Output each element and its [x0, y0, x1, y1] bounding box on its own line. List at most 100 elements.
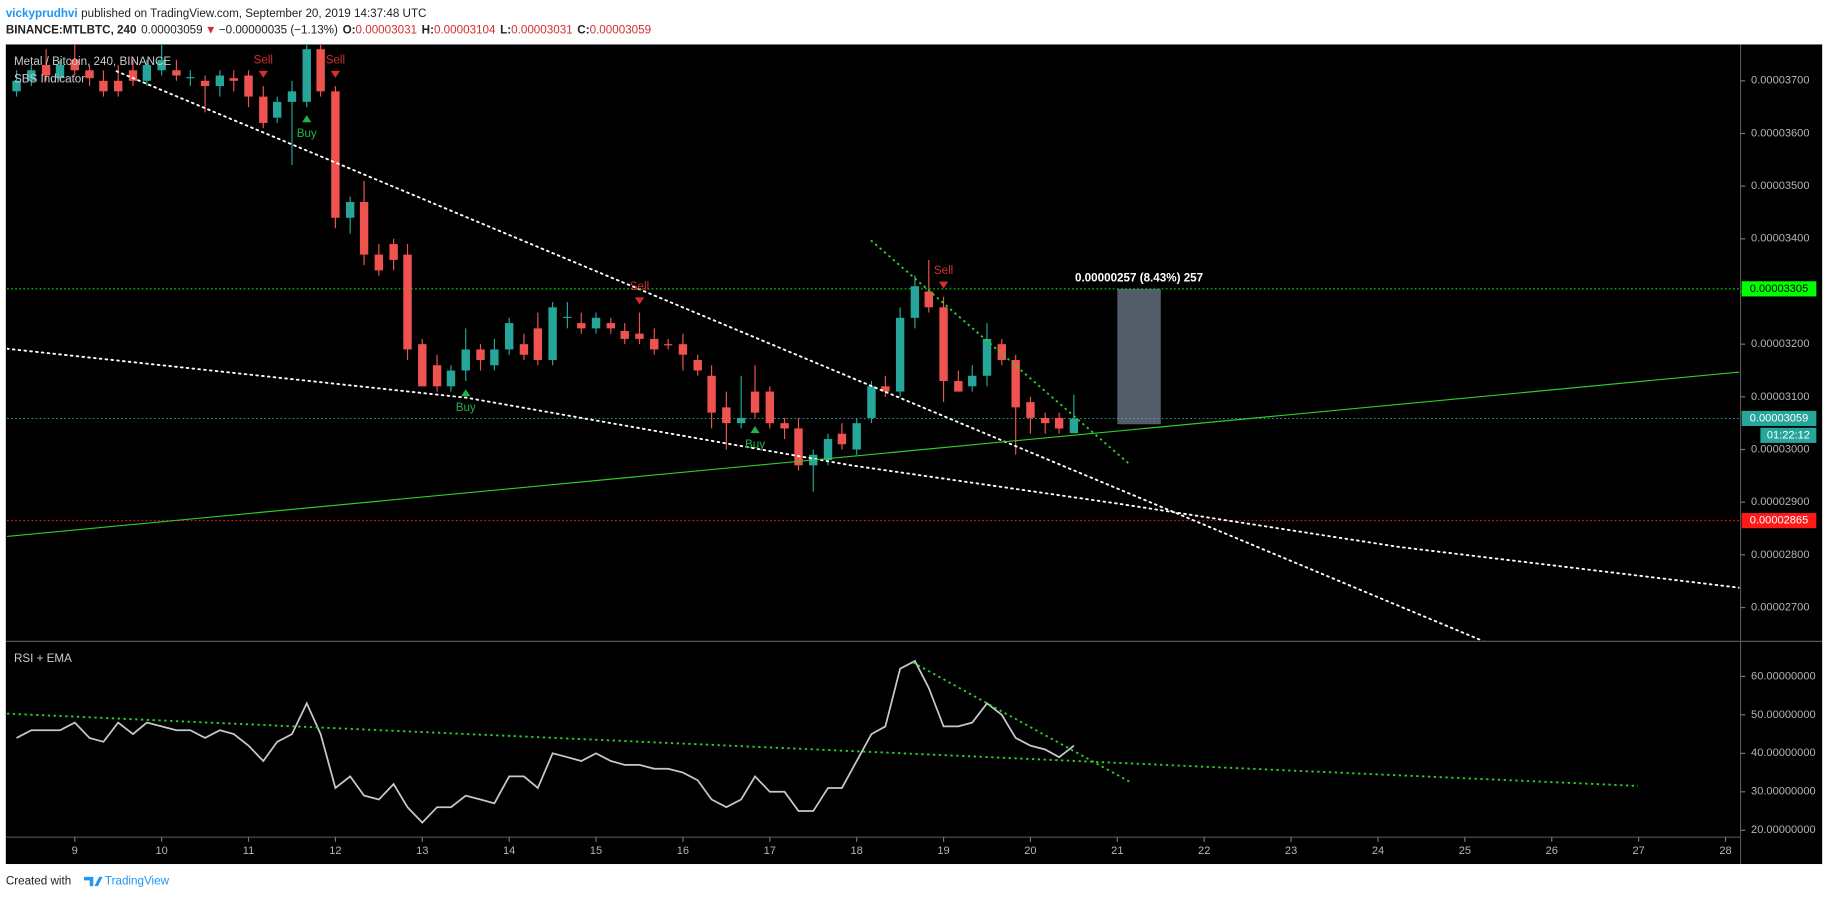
candle-body	[302, 49, 311, 102]
trendline	[6, 712, 1639, 787]
series	[12, 43, 1079, 824]
candle-body	[389, 244, 398, 260]
candle-body	[881, 386, 890, 392]
y-tick-label: 30.00000000	[1751, 786, 1816, 798]
candle-body	[27, 70, 36, 81]
symbol: BINANCE:MTLBTC, 240	[6, 24, 137, 37]
published: published on TradingView.com, September …	[81, 7, 426, 20]
candle-body	[259, 96, 268, 123]
sell-arrow	[330, 70, 341, 78]
buy-arrow	[302, 115, 312, 123]
candle-body	[85, 70, 94, 79]
candle-body	[635, 333, 644, 339]
candle-body	[997, 344, 1006, 360]
change-arrow: ▼	[205, 24, 217, 37]
overlays: 9 10 11 12 13 14 15 16 17 18 19 20 21 22 23 24 25 26 27 28 0…	[72, 54, 1817, 857]
candle-body	[563, 316, 572, 318]
x-tick-label: 22	[1198, 845, 1210, 857]
price-tag-label: 0.00003059	[1750, 412, 1808, 424]
x-tick-label: 23	[1285, 845, 1297, 857]
candle-body	[606, 323, 616, 329]
rsi-line	[16, 659, 1075, 824]
candle-body	[867, 386, 876, 418]
x-tick-label: 18	[851, 845, 863, 857]
x-tick-label: 25	[1459, 845, 1471, 857]
x-tick-label: 12	[329, 845, 341, 857]
y-tick-label: 50.00000000	[1751, 709, 1816, 721]
price-tag	[1741, 513, 1817, 529]
x-tick-label: 16	[677, 845, 689, 857]
change: −0.00000035 (−1.13%)	[219, 24, 338, 37]
x-tick-label: 27	[1632, 845, 1644, 857]
x-tick-label: 10	[155, 845, 167, 857]
footer-created: Created with	[6, 875, 71, 888]
candle-body	[157, 59, 166, 71]
signal-label: Sell	[326, 54, 345, 67]
legend-title: Metal / Bitcoin, 240, BINANCE	[14, 55, 171, 68]
price-tag-label: 0.00002865	[1750, 515, 1808, 527]
y-tick-label: 0.00003400	[1751, 233, 1809, 245]
y-tick-label: 40.00000000	[1751, 747, 1816, 759]
candle-body	[316, 49, 325, 92]
candle-body	[172, 70, 181, 76]
candle-body	[504, 323, 514, 350]
candle-body	[128, 70, 138, 81]
candle-body	[461, 349, 470, 371]
trendline	[912, 661, 1132, 784]
candle-body	[895, 317, 905, 392]
signal-label: Sell	[630, 280, 649, 293]
candle-body	[186, 77, 195, 79]
candle-body	[432, 365, 442, 387]
candle-body	[794, 428, 803, 466]
drawings	[6, 70, 1740, 641]
y-tick-label: 0.00003700	[1751, 75, 1809, 87]
price-tag	[1741, 410, 1817, 427]
candle-body	[750, 391, 760, 413]
ohlc-value: 0.00003031	[356, 24, 418, 37]
candle-body	[1069, 418, 1079, 434]
candle-body	[272, 101, 282, 118]
candle-body	[577, 323, 586, 329]
x-tick-label: 17	[764, 845, 776, 857]
candle-body	[780, 423, 789, 429]
x-tick-label: 20	[1024, 845, 1036, 857]
trendline	[870, 239, 1132, 467]
y-tick-label: 60.00000000	[1751, 670, 1816, 682]
candle-body	[765, 391, 775, 424]
candle-body	[70, 59, 79, 71]
candle-body	[229, 78, 238, 81]
trendline	[115, 70, 1484, 641]
candle-body	[968, 375, 977, 387]
ohlc-value: 0.00003059	[590, 24, 652, 37]
candle-body	[837, 433, 847, 445]
trendline	[6, 371, 1740, 538]
ohlc-value: 0.00003031	[511, 24, 573, 37]
candle-body	[1041, 417, 1050, 424]
price-tag	[1741, 281, 1817, 297]
candle-body	[736, 417, 746, 424]
sell-arrow	[938, 281, 949, 289]
signal-label: Buy	[456, 401, 476, 414]
x-tick-label: 28	[1719, 845, 1731, 857]
countdown-tag	[1760, 427, 1817, 443]
sell-arrow	[634, 297, 645, 305]
x-tick-label: 19	[937, 845, 949, 857]
signal-label: Buy	[297, 127, 317, 140]
price-tag-label: 0.00003305	[1750, 283, 1808, 295]
candle-body	[12, 80, 21, 92]
candle-body	[41, 65, 51, 76]
footer-brand[interactable]: TradingView	[105, 875, 170, 888]
candle-body	[490, 349, 499, 366]
candle-body	[1011, 359, 1020, 408]
candle-body	[663, 344, 673, 346]
candle-body	[446, 370, 456, 387]
x-tick-label: 26	[1546, 845, 1558, 857]
y-tick-label: 0.00003000	[1751, 443, 1809, 455]
signal-label: Sell	[934, 264, 953, 277]
candle-body	[287, 91, 297, 102]
y-tick-label: 0.00002900	[1751, 496, 1809, 508]
candle-body	[114, 80, 123, 92]
candle-body	[650, 338, 659, 350]
